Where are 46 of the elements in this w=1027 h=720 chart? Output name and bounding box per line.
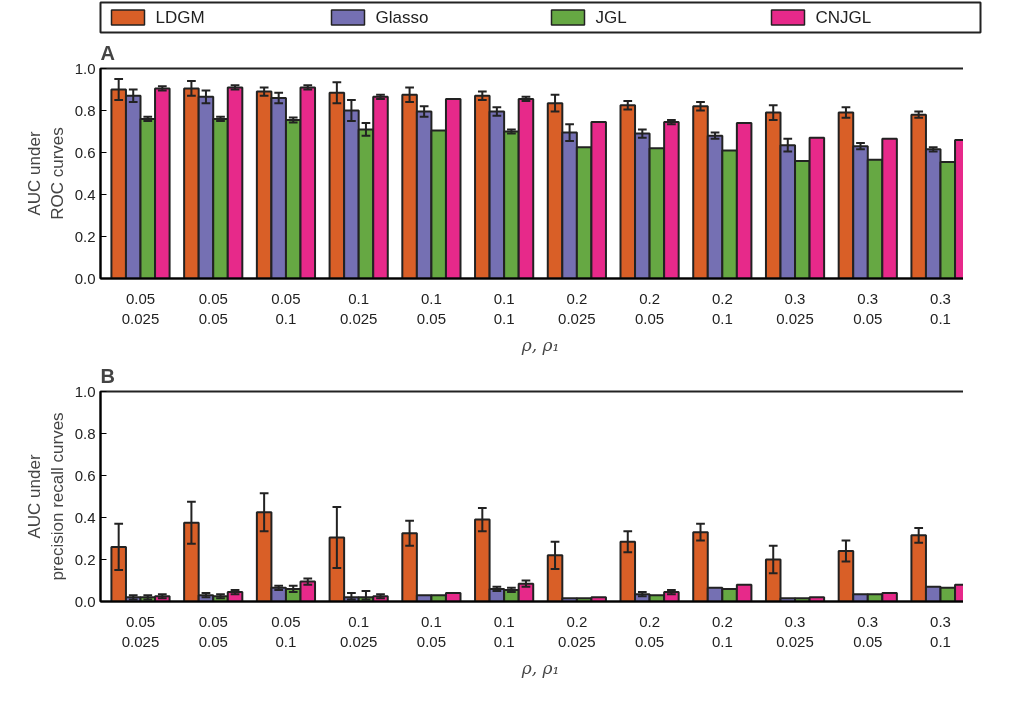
- x-tick-label: 0.05 0.05: [198, 612, 228, 650]
- x-tick-label: 0.1 0.025: [339, 612, 378, 650]
- x-tick-label: 0.2 0.1: [711, 612, 733, 650]
- x-tick-label: 0.1 0.05: [416, 289, 447, 327]
- x-tick-label: 0.3 0.1: [930, 289, 951, 327]
- x-tick-label: 0.05 0.025: [121, 612, 160, 650]
- x-tick-label: 0.05 0.025: [121, 289, 160, 327]
- x-tick-label: 0.2 0.025: [558, 289, 596, 327]
- legend-label: LDGM: [155, 8, 205, 27]
- y-tick-label: 0.6: [74, 466, 96, 484]
- y-tick-label: 1.0: [74, 59, 96, 77]
- legend-label: JGL: [595, 8, 627, 27]
- y-axis-title: AUC under precision recall curves: [24, 412, 67, 581]
- y-tick-label: 0.4: [74, 185, 96, 203]
- y-tick-label: 0.8: [74, 101, 96, 119]
- y-tick-label: 0.6: [74, 143, 96, 161]
- legend-label: Glasso: [375, 8, 429, 27]
- x-tick-label: 0.3 0.025: [776, 289, 814, 327]
- y-tick-label: 0.2: [74, 550, 96, 568]
- chart-title: B: [100, 364, 115, 387]
- x-tick-label: 0.05 0.05: [198, 289, 228, 327]
- y-tick-label: 0.4: [74, 508, 96, 526]
- x-tick-label: 0.05 0.1: [271, 612, 301, 650]
- x-tick-label: 0.2 0.1: [711, 289, 733, 327]
- x-tick-label: 0.2 0.05: [634, 612, 665, 650]
- x-tick-label: 0.3 0.025: [776, 612, 814, 650]
- legend-label: CNJGL: [815, 8, 872, 27]
- x-tick-label: 0.3 0.1: [930, 612, 951, 650]
- y-tick-label: 0.0: [74, 592, 96, 610]
- x-tick-label: 0.1 0.05: [416, 612, 447, 650]
- x-tick-label: 0.2 0.025: [558, 612, 596, 650]
- y-tick-label: 1.0: [74, 382, 96, 400]
- y-tick-label: 0.2: [74, 227, 96, 245]
- x-tick-label: 0.1 0.025: [339, 289, 378, 327]
- y-axis-title: AUC under ROC curves: [24, 127, 67, 220]
- y-tick-label: 0.0: [74, 269, 96, 287]
- y-tick-label: 0.8: [74, 424, 96, 442]
- x-tick-label: 0.1 0.1: [493, 289, 515, 327]
- x-tick-label: 0.3 0.05: [853, 289, 883, 327]
- x-axis-title: ρ, ρ₁: [520, 657, 560, 678]
- x-tick-label: 0.3 0.05: [853, 612, 883, 650]
- x-tick-label: 0.05 0.1: [271, 289, 301, 327]
- x-axis-title: ρ, ρ₁: [520, 334, 560, 355]
- x-tick-label: 0.2 0.05: [634, 289, 665, 327]
- x-tick-label: 0.1 0.1: [493, 612, 515, 650]
- chart-title: A: [100, 41, 115, 64]
